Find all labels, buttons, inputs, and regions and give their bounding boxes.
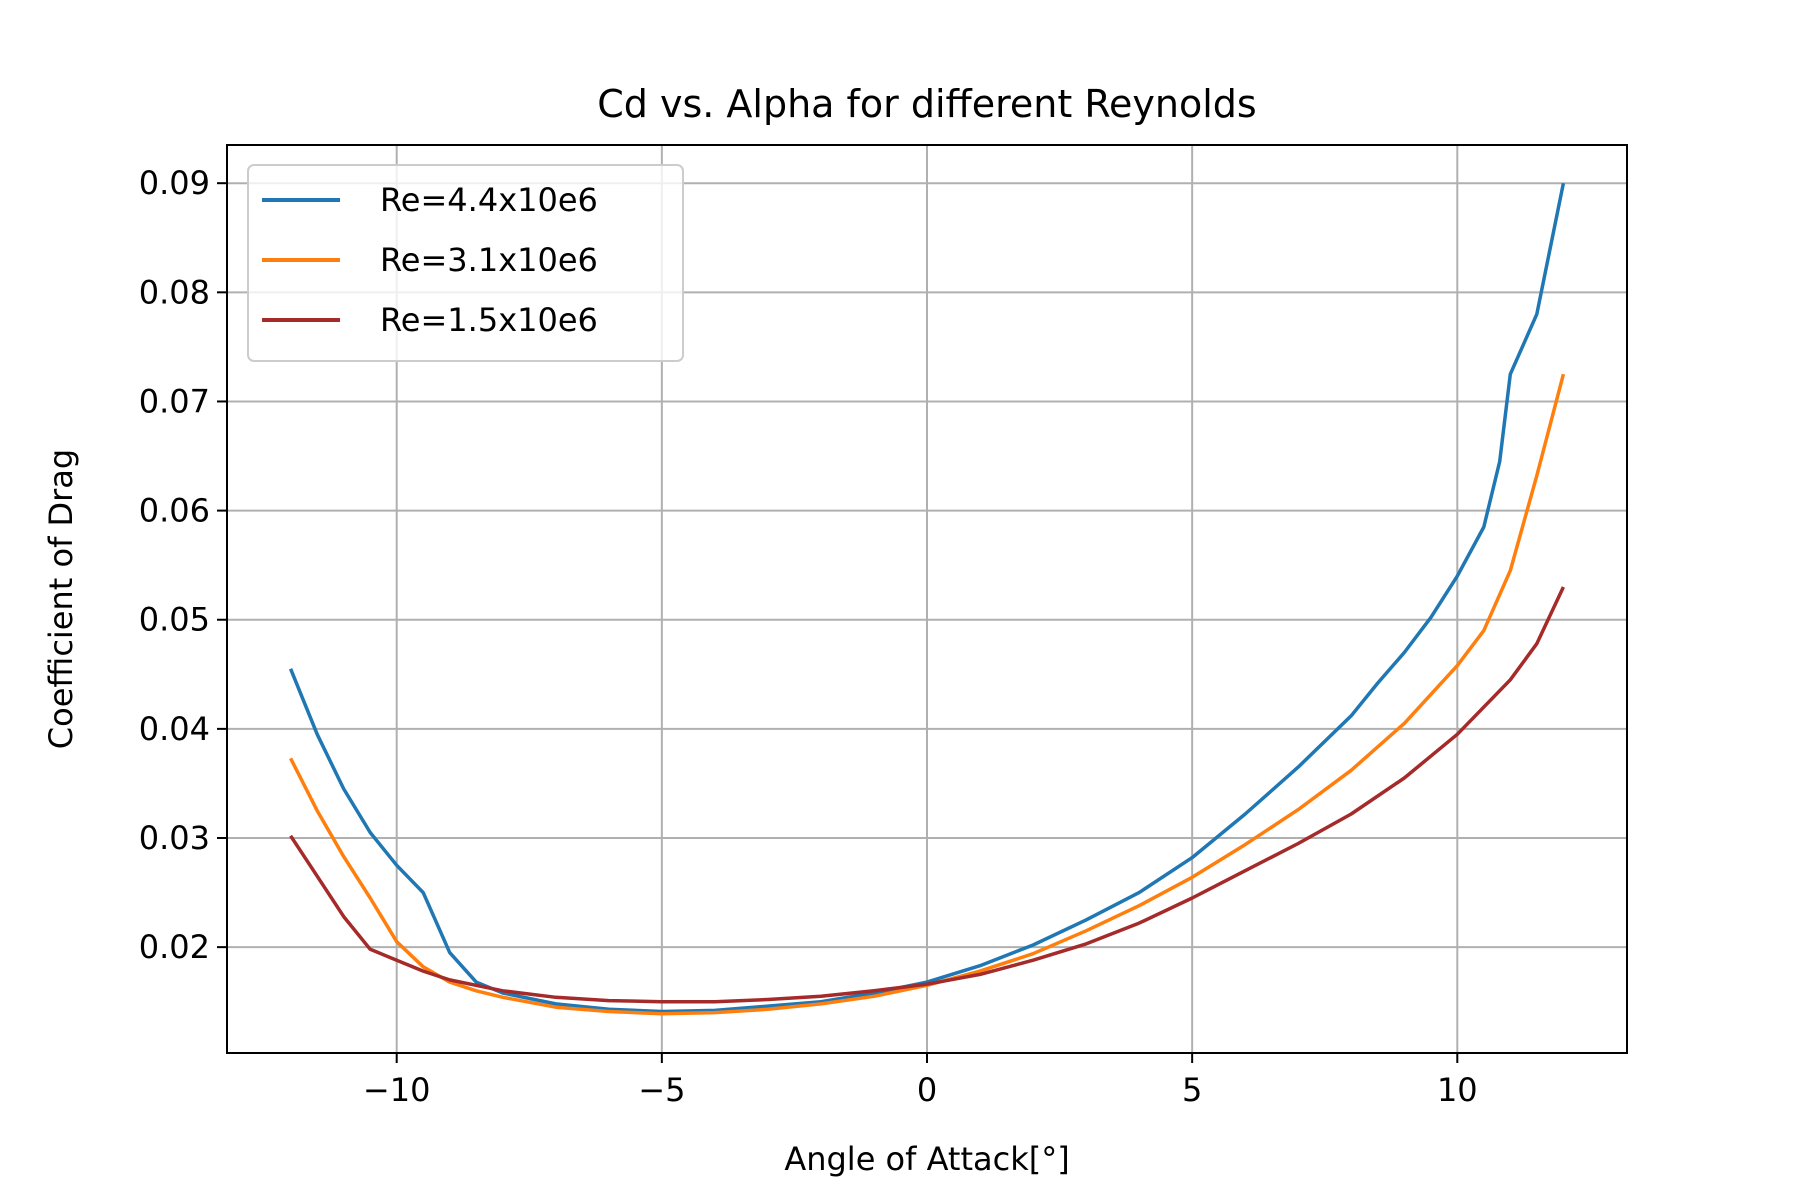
legend-label: Re=3.1x10e6 bbox=[380, 241, 598, 279]
series-group bbox=[288, 182, 1566, 1016]
series-line-2 bbox=[289, 373, 1566, 1016]
x-tick-label: 0 bbox=[917, 1071, 937, 1109]
y-tick-label: 0.06 bbox=[139, 492, 210, 530]
y-tick-label: 0.04 bbox=[139, 710, 210, 748]
legend-box bbox=[247, 164, 684, 362]
legend-label: Re=1.5x10e6 bbox=[380, 301, 598, 339]
x-tick-label: 5 bbox=[1182, 1071, 1202, 1109]
y-tick-label: 0.03 bbox=[139, 819, 210, 857]
y-tick-label: 0.05 bbox=[139, 601, 210, 639]
y-tick-label: 0.07 bbox=[139, 382, 210, 420]
y-axis: 0.02 0.03 0.04 0.05 0.06 0.07 0.08 0.09 bbox=[139, 164, 227, 966]
x-tick-label: 10 bbox=[1437, 1071, 1478, 1109]
x-tick-label: −10 bbox=[363, 1071, 431, 1109]
series-line-1 bbox=[288, 182, 1566, 1014]
y-tick-label: 0.08 bbox=[139, 273, 210, 311]
legend-label: Re=4.4x10e6 bbox=[380, 181, 598, 219]
x-tick-label: −5 bbox=[638, 1071, 685, 1109]
chart-title: Cd vs. Alpha for different Reynolds bbox=[597, 82, 1256, 126]
legend: Re=4.4x10e6 Re=3.1x10e6 Re=1.5x10e6 bbox=[247, 164, 684, 362]
x-axis-label: Angle of Attack[°] bbox=[784, 1140, 1069, 1178]
x-axis: −10 −5 0 5 10 bbox=[363, 1053, 1478, 1109]
y-axis-label: Coefficient of Drag bbox=[42, 449, 80, 749]
y-tick-label: 0.09 bbox=[139, 164, 210, 202]
series-line-3 bbox=[289, 586, 1565, 1004]
y-tick-label: 0.02 bbox=[139, 928, 210, 966]
